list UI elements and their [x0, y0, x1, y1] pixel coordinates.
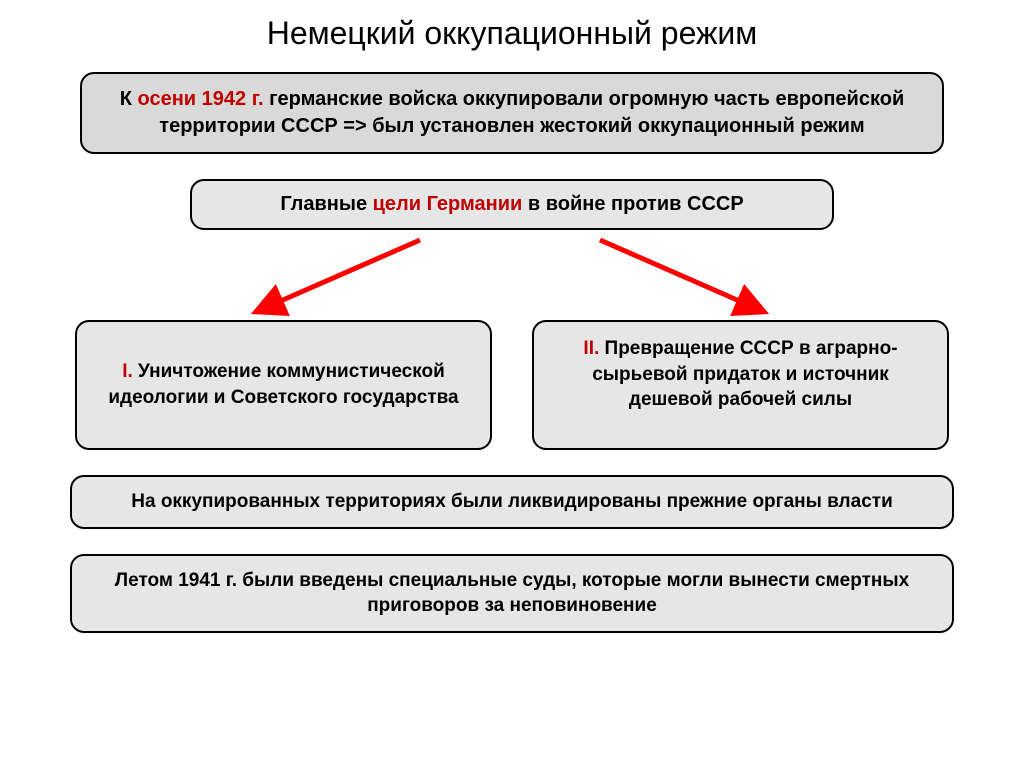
page-title: Немецкий оккупационный режим	[50, 15, 974, 52]
goal-left-box: I. Уничтожение коммунистической идеологи…	[75, 320, 492, 450]
intro-box: К осени 1942 г. германские войска оккупи…	[80, 72, 944, 154]
bottom-box-1: На оккупированных территориях были ликви…	[70, 475, 954, 529]
goals-highlight: цели Германии	[373, 193, 523, 215]
intro-prefix: К	[120, 88, 138, 110]
arrow-left	[260, 240, 420, 310]
intro-highlight: осени 1942 г.	[138, 88, 264, 110]
goal-left-num: I.	[122, 361, 133, 382]
goal-left-text: Уничтожение коммунистической идеологии и…	[108, 361, 458, 408]
goals-header-box: Главные цели Германии в войне против ССС…	[190, 179, 834, 230]
goals-rest: в войне против СССР	[522, 193, 743, 215]
arrow-right	[600, 240, 760, 310]
slide-container: Немецкий оккупационный режим К осени 194…	[0, 0, 1024, 768]
intro-rest: германские войска оккупировали огромную …	[159, 88, 904, 137]
bottom-box-2: Летом 1941 г. были введены специальные с…	[70, 554, 954, 633]
goals-row: I. Уничтожение коммунистической идеологи…	[75, 320, 949, 450]
goal-right-num: II.	[583, 338, 599, 359]
goal-right-text: Превращение СССР в аграрно-сырьевой прид…	[592, 338, 897, 410]
goals-prefix: Главные	[280, 193, 372, 215]
goal-right-box: II. Превращение СССР в аграрно-сырьевой …	[532, 320, 949, 450]
